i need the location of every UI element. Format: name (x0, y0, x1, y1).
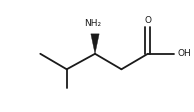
Text: OH: OH (177, 49, 191, 58)
Polygon shape (91, 34, 99, 54)
Text: NH₂: NH₂ (85, 19, 102, 28)
Text: O: O (144, 16, 151, 25)
